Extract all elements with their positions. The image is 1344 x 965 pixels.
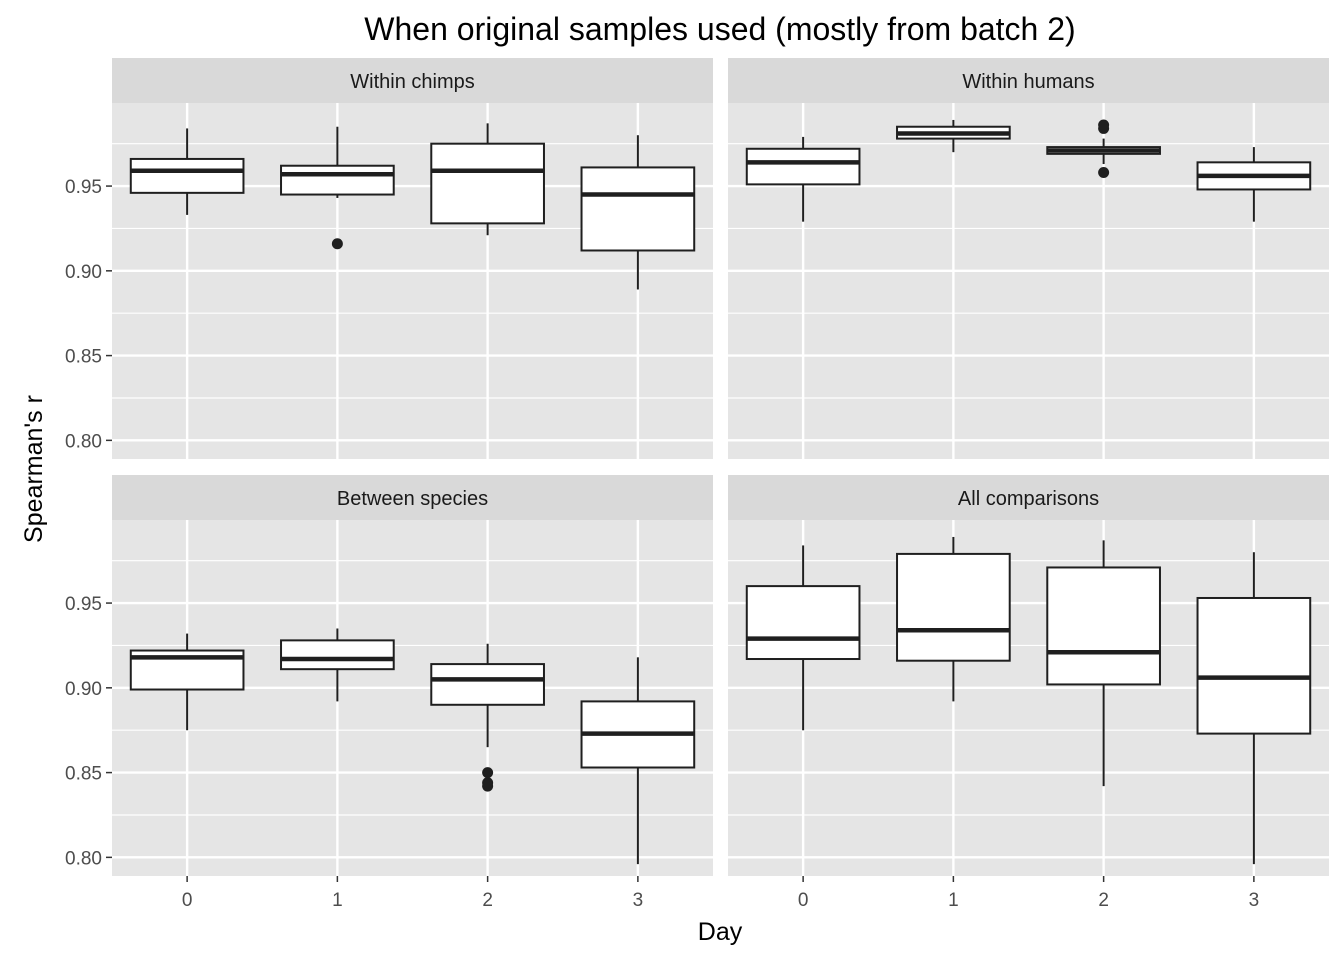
panel-3: All comparisons 0 1 2 3 (728, 475, 1329, 911)
box-day-3 (580, 135, 696, 290)
x-tick-label: 2 (482, 890, 493, 911)
y-axis-title: Spearman's r (20, 395, 48, 543)
y-tick-label: 0.95 (65, 177, 102, 198)
x-tick-label: 3 (1249, 890, 1260, 911)
y-tick-label: 0.90 (65, 679, 102, 700)
box-day-1 (896, 119, 1011, 153)
panel-strip (112, 475, 713, 520)
box-iqr (580, 166, 696, 252)
outlier-point (331, 238, 343, 250)
y-tick-label: 0.80 (65, 431, 102, 452)
box-day-0 (129, 633, 245, 731)
box-iqr (745, 147, 861, 186)
box-day-3 (580, 657, 696, 865)
box-iqr (1046, 566, 1161, 686)
box-iqr (280, 164, 395, 196)
box-day-3 (1196, 552, 1312, 865)
box-day-0 (129, 128, 245, 215)
panel-1: Within humans (728, 58, 1329, 459)
outlier-point (482, 767, 494, 779)
x-tick-label: 1 (332, 890, 343, 911)
y-tick-label: 0.95 (65, 594, 102, 615)
box-day-0 (745, 136, 861, 222)
panel-strip (728, 475, 1329, 520)
outlier-point (1098, 119, 1110, 131)
box-day-1 (280, 126, 395, 250)
box-iqr (430, 142, 545, 225)
box-day-0 (745, 545, 861, 731)
box-iqr (896, 552, 1011, 662)
box-iqr (1196, 596, 1312, 735)
panels-layer: Within chimps 0.80 0.85 0.90 0.95 Within huma… (65, 58, 1329, 911)
x-tick-label: 0 (182, 890, 193, 911)
panel-background (112, 103, 713, 459)
x-tick-label: 2 (1098, 890, 1109, 911)
chart-title: When original samples used (mostly from … (364, 11, 1075, 47)
x-tick-label: 1 (948, 890, 959, 911)
box-day-2 (1046, 540, 1161, 787)
panel-background (112, 520, 713, 876)
panel-strip-label: Between species (337, 488, 488, 510)
box-day-1 (896, 536, 1011, 702)
box-day-1 (280, 628, 395, 702)
panel-strip-label: All comparisons (958, 488, 1099, 510)
box-iqr (129, 157, 245, 194)
x-tick-label: 3 (633, 890, 644, 911)
outlier-point (1098, 167, 1110, 179)
box-day-2 (430, 123, 545, 236)
y-tick-label: 0.85 (65, 347, 102, 368)
x-axis-title: Day (698, 918, 743, 946)
panel-strip-label: Within humans (962, 71, 1094, 93)
y-tick-label: 0.85 (65, 764, 102, 785)
box-iqr (430, 663, 545, 706)
outlier-point (482, 777, 494, 789)
box-day-2 (1046, 119, 1161, 179)
panel-0: Within chimps 0.80 0.85 0.90 0.95 (65, 58, 713, 459)
panel-2: Between species 0.80 0.85 0.90 0.95 0 1 2 3 (65, 475, 713, 911)
panel-strip (112, 58, 713, 103)
y-tick-label: 0.80 (65, 848, 102, 869)
box-day-3 (1196, 147, 1312, 222)
box-day-2 (430, 643, 545, 792)
y-tick-label: 0.90 (65, 262, 102, 283)
box-iqr (745, 585, 861, 661)
x-tick-label: 0 (798, 890, 809, 911)
panel-strip-label: Within chimps (350, 71, 474, 93)
box-iqr (280, 639, 395, 671)
panel-strip (728, 58, 1329, 103)
